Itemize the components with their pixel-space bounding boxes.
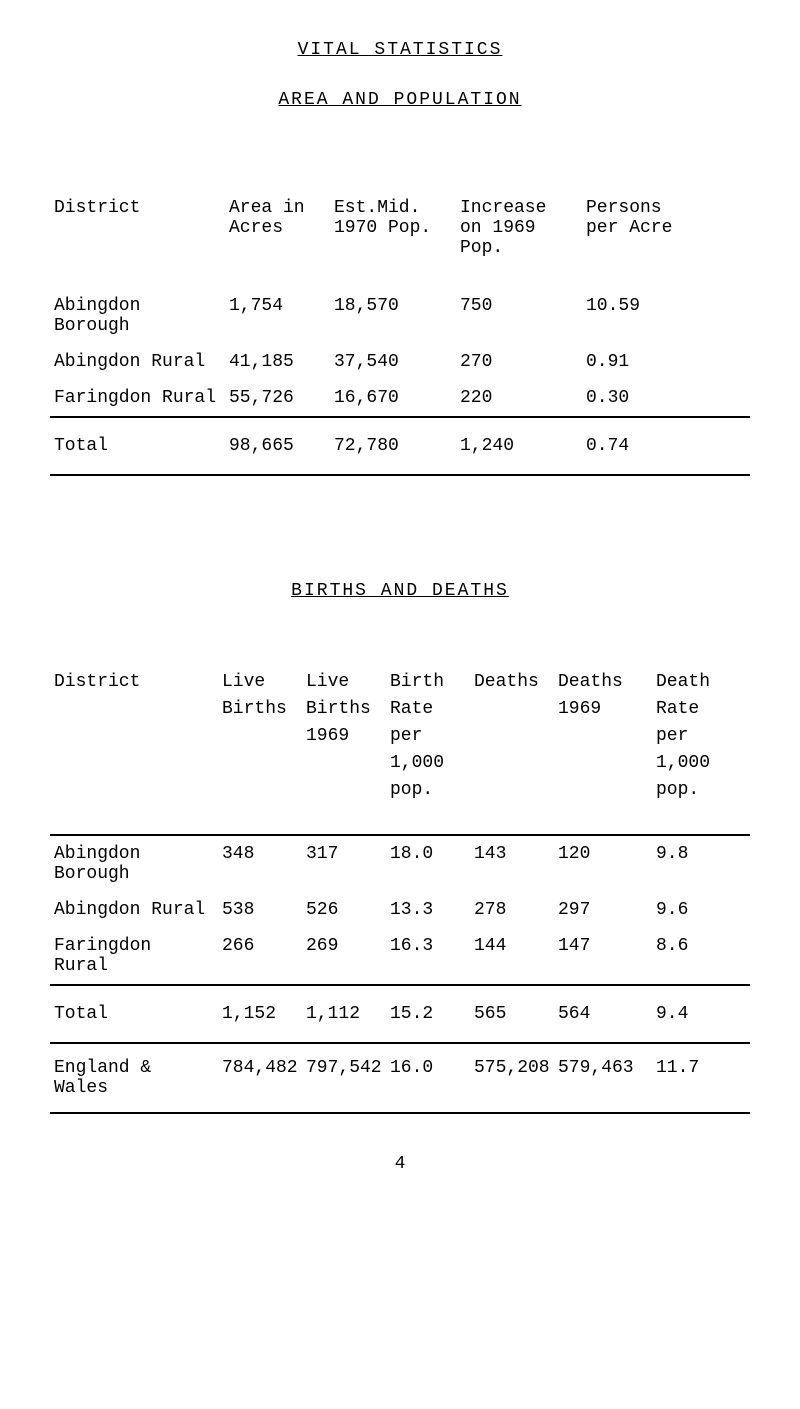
cell-persons: 0.91	[582, 344, 750, 380]
cell: 120	[554, 835, 652, 892]
cell-estmid: 37,540	[330, 344, 456, 380]
cell: 9.6	[652, 892, 750, 928]
cell: 15.2	[386, 985, 470, 1043]
cell-area: 1,754	[225, 288, 330, 344]
cell: 526	[302, 892, 386, 928]
cell: 18.0	[386, 835, 470, 892]
cell: 144	[470, 928, 554, 985]
cell: 266	[218, 928, 302, 985]
header-district: District	[50, 661, 218, 835]
births-deaths-table: District Live Births Live Births 1969 Bi…	[50, 661, 750, 1114]
cell-district: Abingdon Rural	[50, 892, 218, 928]
cell: 143	[470, 835, 554, 892]
cell-total-label: Total	[50, 417, 225, 475]
cell: 16.3	[386, 928, 470, 985]
cell-area: 98,665	[225, 417, 330, 475]
header-deaths: Deaths	[470, 661, 554, 835]
cell: 538	[218, 892, 302, 928]
page-title: VITAL STATISTICS	[50, 40, 750, 60]
section1-title: AREA AND POPULATION	[50, 90, 750, 110]
header-estmid: Est.Mid. 1970 Pop.	[330, 190, 456, 288]
cell-district: Faringdon Rural	[50, 380, 225, 417]
cell-area: 41,185	[225, 344, 330, 380]
cell-increase: 1,240	[456, 417, 582, 475]
header-persons: Persons per Acre	[582, 190, 750, 288]
cell: 9.4	[652, 985, 750, 1043]
header-district: District	[50, 190, 225, 288]
table-row: Abingdon Rural 41,185 37,540 270 0.91	[50, 344, 750, 380]
table-row: Abingdon Rural 538 526 13.3 278 297 9.6	[50, 892, 750, 928]
cell: 1,152	[218, 985, 302, 1043]
cell: 147	[554, 928, 652, 985]
page-number: 4	[50, 1154, 750, 1174]
header-deaths1969: Deaths 1969	[554, 661, 652, 835]
cell-increase: 220	[456, 380, 582, 417]
cell: 16.0	[386, 1043, 470, 1113]
table-row: Abingdon Borough 348 317 18.0 143 120 9.…	[50, 835, 750, 892]
cell: 278	[470, 892, 554, 928]
cell-area: 55,726	[225, 380, 330, 417]
cell: 13.3	[386, 892, 470, 928]
cell-district: Faringdon Rural	[50, 928, 218, 985]
cell: 579,463	[554, 1043, 652, 1113]
header-livebirths1969: Live Births 1969	[302, 661, 386, 835]
table-header-row: District Area in Acres Est.Mid. 1970 Pop…	[50, 190, 750, 288]
cell: 9.8	[652, 835, 750, 892]
cell-estmid: 16,670	[330, 380, 456, 417]
table-row: Abingdon Borough 1,754 18,570 750 10.59	[50, 288, 750, 344]
area-population-table: District Area in Acres Est.Mid. 1970 Pop…	[50, 190, 750, 476]
cell-increase: 270	[456, 344, 582, 380]
cell: 784,482	[218, 1043, 302, 1113]
cell-total-label: Total	[50, 985, 218, 1043]
cell-district: Abingdon Borough	[50, 835, 218, 892]
header-livebirths: Live Births	[218, 661, 302, 835]
table-header-row: District Live Births Live Births 1969 Bi…	[50, 661, 750, 835]
cell: 317	[302, 835, 386, 892]
cell: 348	[218, 835, 302, 892]
cell: 297	[554, 892, 652, 928]
table-total-row: Total 1,152 1,112 15.2 565 564 9.4	[50, 985, 750, 1043]
header-increase: Increase on 1969 Pop.	[456, 190, 582, 288]
cell-district: Abingdon Rural	[50, 344, 225, 380]
table-england-wales-row: England & Wales 784,482 797,542 16.0 575…	[50, 1043, 750, 1113]
cell: 11.7	[652, 1043, 750, 1113]
section2-title: BIRTHS AND DEATHS	[50, 581, 750, 601]
table-row: Faringdon Rural 266 269 16.3 144 147 8.6	[50, 928, 750, 985]
header-area: Area in Acres	[225, 190, 330, 288]
cell-increase: 750	[456, 288, 582, 344]
cell: 575,208	[470, 1043, 554, 1113]
cell: 269	[302, 928, 386, 985]
cell-label: England & Wales	[50, 1043, 218, 1113]
cell-district: Abingdon Borough	[50, 288, 225, 344]
header-deathrate: Death Rate per 1,000 pop.	[652, 661, 750, 835]
cell-estmid: 18,570	[330, 288, 456, 344]
cell: 8.6	[652, 928, 750, 985]
cell-estmid: 72,780	[330, 417, 456, 475]
cell-persons: 10.59	[582, 288, 750, 344]
cell-persons: 0.74	[582, 417, 750, 475]
table-row: Faringdon Rural 55,726 16,670 220 0.30	[50, 380, 750, 417]
cell: 1,112	[302, 985, 386, 1043]
cell-persons: 0.30	[582, 380, 750, 417]
cell: 564	[554, 985, 652, 1043]
cell: 565	[470, 985, 554, 1043]
header-birthrate: Birth Rate per 1,000 pop.	[386, 661, 470, 835]
cell: 797,542	[302, 1043, 386, 1113]
table-total-row: Total 98,665 72,780 1,240 0.74	[50, 417, 750, 475]
